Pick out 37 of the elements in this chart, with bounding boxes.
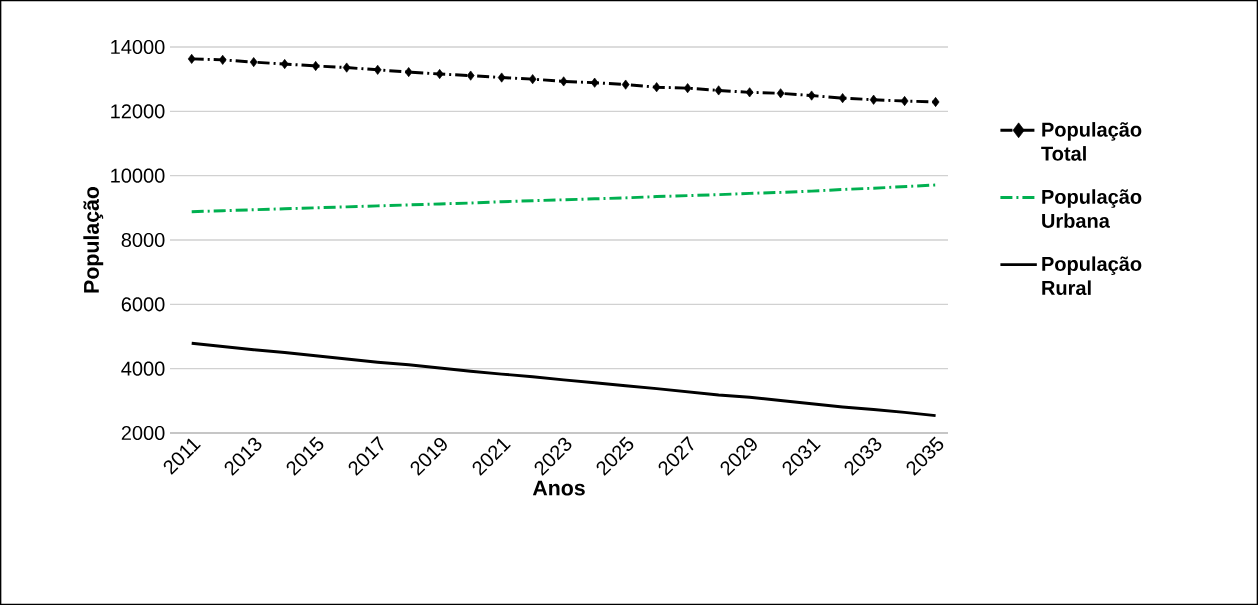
x-axis-title: Anos (532, 480, 585, 496)
point (590, 77, 599, 88)
point (683, 83, 692, 94)
point (559, 76, 568, 87)
point (528, 74, 537, 85)
legend-label: População Rural (1042, 256, 1142, 296)
point (621, 79, 630, 90)
point (280, 59, 289, 70)
point (497, 72, 506, 83)
y-tick-label: 2000 (121, 425, 165, 441)
point (311, 60, 320, 71)
y-tick-label: 6000 (121, 297, 165, 312)
legend-label: População Total (1041, 122, 1142, 161)
y-axis-title: População (83, 186, 104, 293)
point (373, 64, 382, 75)
y-tick-label: 8000 (121, 232, 165, 248)
point (218, 54, 227, 65)
y-tick-label: 14000 (111, 39, 165, 55)
y-tick-label: 12000 (111, 104, 165, 119)
point (342, 62, 351, 73)
legend-label: População Urbana (1042, 189, 1142, 228)
point (745, 87, 754, 98)
point (714, 85, 723, 96)
point (838, 93, 847, 104)
y-tick-label: 4000 (121, 361, 165, 376)
point (869, 94, 878, 105)
point (776, 88, 785, 99)
point (404, 67, 413, 78)
point (466, 70, 475, 81)
point (900, 96, 909, 107)
point (652, 82, 661, 93)
point (807, 90, 816, 101)
point (249, 57, 258, 68)
point (435, 69, 444, 80)
y-tick-label: 10000 (111, 168, 165, 183)
point (931, 96, 940, 107)
point (187, 53, 196, 64)
